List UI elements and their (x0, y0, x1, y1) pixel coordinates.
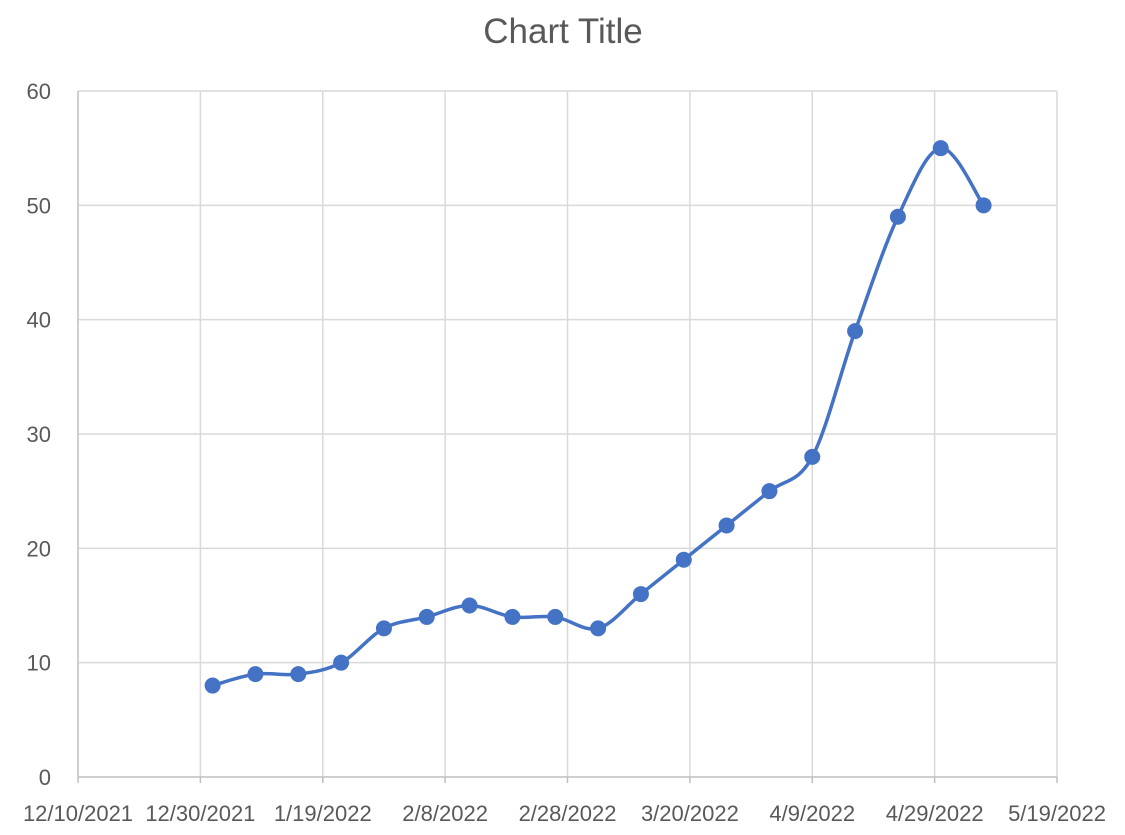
series-line (210, 146, 986, 688)
data-point (204, 677, 221, 694)
data-point (761, 483, 778, 500)
gridlines (78, 90, 1058, 777)
data-point (247, 666, 264, 683)
data-point (889, 208, 906, 225)
data-point (333, 654, 350, 671)
chart-title: Chart Title (483, 12, 643, 51)
data-point (290, 666, 307, 683)
x-tick-label: 4/29/2022 (886, 801, 984, 826)
y-tick-label: 50 (27, 193, 51, 218)
data-point (590, 620, 607, 637)
y-tick-label: 40 (27, 308, 51, 333)
data-point (675, 551, 692, 568)
data-point (547, 608, 564, 625)
x-tick-label: 4/9/2022 (769, 801, 855, 826)
data-point (504, 608, 521, 625)
x-tick-label: 3/20/2022 (641, 801, 739, 826)
y-tick-label: 60 (27, 79, 51, 104)
data-point (847, 323, 864, 340)
axes (77, 91, 1058, 783)
x-tick-label: 12/30/2021 (145, 801, 255, 826)
data-point (804, 448, 821, 465)
data-point (375, 620, 392, 637)
x-tick-label: 12/10/2021 (23, 801, 133, 826)
x-tick-label: 2/28/2022 (519, 801, 617, 826)
data-point (718, 517, 735, 534)
x-tick-label: 5/19/2022 (1008, 801, 1106, 826)
y-tick-label: 10 (27, 651, 51, 676)
series (204, 140, 992, 694)
x-tick-label: 2/8/2022 (402, 801, 488, 826)
y-tick-label: 20 (27, 536, 51, 561)
data-point (418, 608, 435, 625)
data-point (975, 197, 992, 214)
data-point (932, 140, 949, 157)
data-point (461, 597, 478, 614)
y-tick-label: 0 (39, 765, 51, 790)
data-point (632, 586, 649, 603)
tick-labels: 0 10 20 30 40 50 60 12/10/2021 12/30/2021 1/19/20… (23, 79, 1106, 826)
y-tick-label: 30 (27, 422, 51, 447)
x-tick-label: 1/19/2022 (274, 801, 372, 826)
